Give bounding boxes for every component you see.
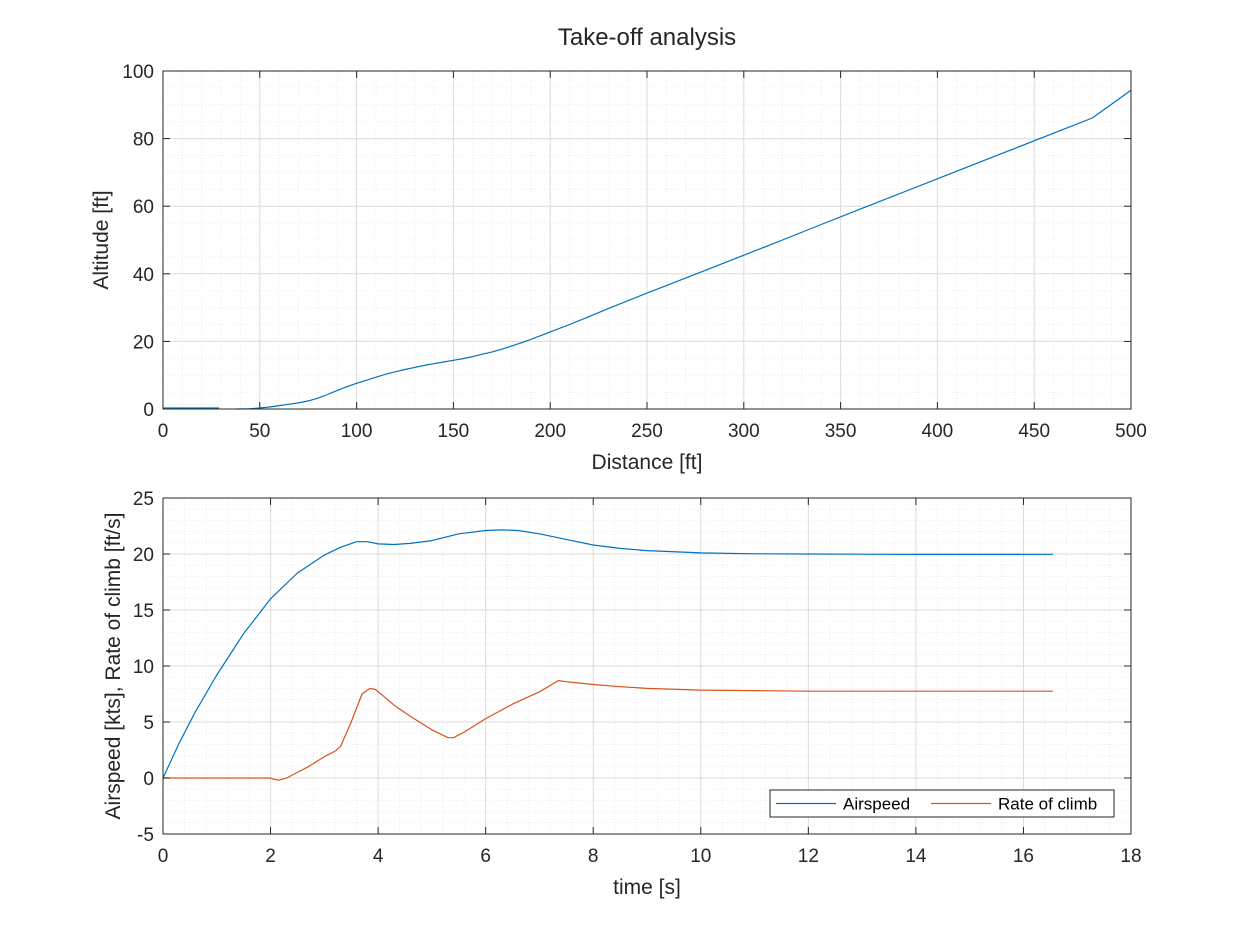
x-tick-label: 6 [480, 846, 491, 867]
x-tick-label: 500 [1115, 421, 1147, 442]
y-tick-label: 100 [122, 62, 154, 83]
y-tick-label: 80 [133, 130, 154, 151]
series-line [236, 89, 1132, 410]
series-line-rate-of-climb [163, 679, 1053, 781]
y-tick-label: 60 [133, 197, 154, 218]
legend-entry: Airspeed [843, 795, 910, 814]
legend-entry: Rate of climb [998, 795, 1097, 814]
x-tick-label: 18 [1120, 846, 1141, 867]
x-tick-label: 10 [690, 846, 711, 867]
x-tick-label: 50 [249, 421, 270, 442]
x-axis-label: Distance [ft] [592, 451, 703, 474]
figure-title: Take-off analysis [558, 24, 736, 51]
series-line-airspeed [162, 529, 1054, 779]
x-tick-label: 400 [922, 421, 954, 442]
y-axis-label: Altitude [ft] [90, 190, 113, 289]
x-tick-label: 14 [905, 846, 927, 867]
x-tick-label: 200 [534, 421, 566, 442]
y-tick-label: 20 [133, 332, 154, 353]
y-tick-label: 10 [133, 657, 154, 678]
x-tick-label: 12 [798, 846, 819, 867]
y-tick-label: 5 [143, 713, 154, 734]
x-tick-label: 150 [438, 421, 470, 442]
x-tick-label: 2 [265, 846, 276, 867]
x-tick-label: 250 [631, 421, 663, 442]
y-tick-label: 25 [133, 489, 154, 510]
legend: Airspeed Rate of climb [769, 789, 1115, 818]
x-tick-label: 8 [588, 846, 599, 867]
x-tick-label: 4 [373, 846, 384, 867]
x-tick-label: 100 [341, 421, 373, 442]
x-tick-label: 0 [158, 421, 169, 442]
y-axis-label: Airspeed [kts], Rate of climb [ft/s] [102, 513, 125, 820]
altitude-distance-axes: 0 50 100 150 200 250 300 350 400 450 500 0 20 40 60 80 1… [90, 62, 1147, 474]
y-tick-label: 20 [133, 545, 154, 566]
y-tick-label: 0 [143, 769, 154, 790]
x-axis-label: time [s] [613, 876, 681, 899]
x-tick-label: 350 [825, 421, 857, 442]
y-tick-label: 40 [133, 265, 154, 286]
y-tick-label: 15 [133, 601, 154, 622]
x-tick-label: 450 [1018, 421, 1050, 442]
x-tick-label: 0 [158, 846, 169, 867]
x-tick-label: 16 [1013, 846, 1034, 867]
y-tick-label: -5 [137, 825, 154, 846]
y-tick-label: 0 [143, 400, 154, 421]
x-tick-label: 300 [728, 421, 760, 442]
